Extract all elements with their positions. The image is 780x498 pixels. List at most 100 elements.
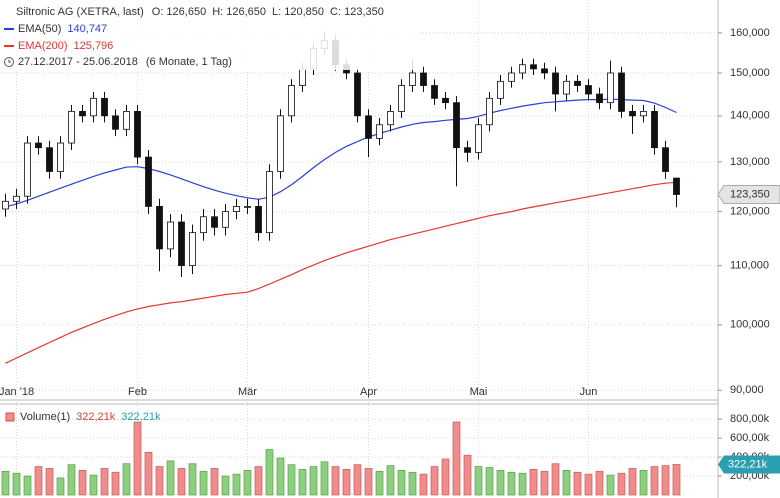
- volume-bar: [353, 464, 362, 496]
- candle-body: [112, 115, 119, 130]
- candle-body: [167, 221, 174, 250]
- volume-bar: [672, 464, 681, 496]
- candle-body: [541, 68, 548, 74]
- x-tick-label: Mai: [470, 386, 488, 398]
- ema-line: [5, 181, 677, 364]
- candle-body: [486, 97, 493, 126]
- x-tick-label: Feb: [128, 386, 147, 398]
- volume-bar: [452, 421, 461, 496]
- volume-bar: [67, 464, 76, 496]
- candle-body: [156, 206, 163, 250]
- volume-bar: [606, 474, 615, 496]
- volume-bar: [144, 451, 153, 496]
- volume-bar: [408, 471, 417, 496]
- volume-bar: [199, 470, 208, 496]
- candle-body: [475, 124, 482, 153]
- candle-body: [585, 85, 592, 95]
- candle-body: [409, 72, 416, 86]
- candle-body: [376, 124, 383, 139]
- volume-bar: [661, 465, 670, 496]
- candle-body: [453, 102, 460, 149]
- volume-bar: [254, 466, 263, 496]
- candle-body: [288, 85, 295, 117]
- volume-bar: [100, 468, 109, 496]
- y-tick-label: 140,000: [730, 110, 770, 122]
- volume-bar: [34, 466, 43, 496]
- volume-last-label: 322,21k: [728, 458, 768, 470]
- volume-value: 322,21k: [76, 411, 116, 423]
- legend-name: EMA(200): [18, 40, 68, 52]
- candle-body: [563, 80, 570, 95]
- quote: O: 126,650: [152, 6, 206, 18]
- candle-body: [35, 142, 42, 149]
- period-range: 27.12.2017 - 25.06.2018: [18, 56, 138, 68]
- quote: L: 120,850: [272, 6, 324, 18]
- volume-bar: [133, 421, 142, 496]
- period-note: (6 Monate, 1 Tag): [146, 56, 232, 68]
- candle-body: [90, 97, 97, 117]
- volume-bar: [210, 468, 219, 496]
- x-tick-label: Mär: [238, 386, 257, 398]
- candle-body: [629, 111, 636, 117]
- volume-bar: [331, 466, 340, 496]
- candle-body: [145, 156, 152, 207]
- candle-body: [79, 111, 86, 117]
- volume-bar: [287, 464, 296, 496]
- volume-tick-label: 600,00k: [730, 432, 770, 444]
- y-tick-label: 120,000: [730, 205, 770, 217]
- candle-body: [552, 72, 559, 95]
- candle-body: [519, 64, 526, 74]
- legend-value: 125,796: [74, 40, 114, 52]
- volume-value: 322,21k: [121, 411, 161, 423]
- header: Siltronic AG (XETRA, last) O: 126,650 H: 1…: [16, 6, 384, 18]
- volume-bar: [155, 466, 164, 496]
- candle-body: [211, 216, 218, 228]
- volume-bar: [562, 470, 571, 496]
- last-price-label: 123,350: [730, 188, 770, 200]
- candle-body: [497, 80, 504, 99]
- volume-bar: [1, 470, 10, 496]
- candle-body: [640, 111, 647, 117]
- volume-bar: [584, 473, 593, 496]
- volume-bar: [386, 465, 395, 496]
- volume-bar: [639, 470, 648, 496]
- candle-body: [178, 221, 185, 267]
- period: 27.12.2017 - 25.06.2018 (6 Monate, 1 Tag): [18, 56, 232, 68]
- volume-bar: [419, 473, 428, 496]
- y-tick-label: 160,000: [730, 27, 770, 39]
- volume-bar: [177, 468, 186, 496]
- volume-bar: [12, 472, 21, 496]
- candle-body: [596, 93, 603, 104]
- volume-bar: [298, 469, 307, 496]
- candle-body: [277, 115, 284, 172]
- volume-bar: [122, 463, 131, 496]
- x-tick-label: Jan '18: [0, 386, 34, 398]
- volume-bar: [111, 471, 120, 496]
- candle-body: [255, 206, 262, 234]
- volume-bar: [540, 470, 549, 496]
- y-tick-label: 100,000: [730, 319, 770, 331]
- clock-icon: [4, 57, 14, 67]
- candle-body: [607, 72, 614, 104]
- candle-body: [662, 147, 669, 172]
- volume-bar: [56, 477, 65, 496]
- candle-body: [464, 147, 471, 153]
- ema-line: [5, 98, 677, 208]
- candle-body: [398, 85, 405, 112]
- quote: H: 126,650: [212, 6, 266, 18]
- candle-body: [57, 142, 64, 172]
- volume-legend: Volume(1) 322,21k 322,21k: [20, 411, 161, 423]
- volume-bar: [397, 470, 406, 496]
- candle-body: [123, 111, 130, 130]
- title: Siltronic AG (XETRA, last): [16, 6, 144, 18]
- candle-body: [189, 232, 196, 267]
- volume-bar: [364, 468, 373, 496]
- candle-body: [299, 68, 306, 86]
- volume-bar: [23, 475, 32, 496]
- y-tick-label: 150,000: [730, 67, 770, 79]
- x-tick-label: Jun: [580, 386, 598, 398]
- candle-body: [673, 177, 680, 195]
- volume-bar: [276, 457, 285, 496]
- volume-bar: [430, 466, 439, 496]
- volume-bar: [441, 458, 450, 496]
